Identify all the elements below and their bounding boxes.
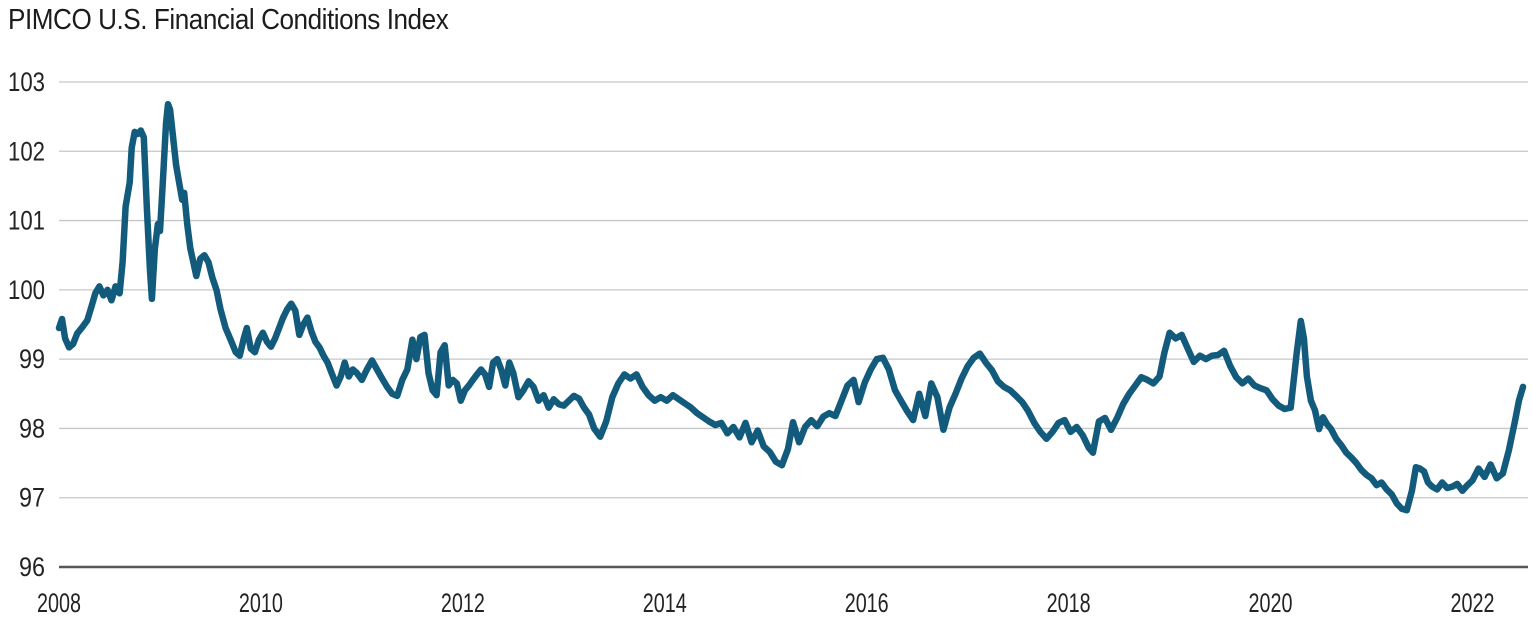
x-axis-tick-label: 2020 — [1249, 588, 1293, 618]
x-axis-tick-label: 2018 — [1047, 588, 1091, 618]
y-axis-tick-label: 101 — [8, 206, 45, 236]
fci-line-series — [55, 100, 1527, 514]
x-axis-tick-label: 2010 — [239, 588, 283, 618]
x-axis-tick-labels: 2008 2010 2012 2014 2016 2018 2020 2022 — [37, 588, 1494, 618]
x-axis-tick-label: 2016 — [845, 588, 889, 618]
y-axis-tick-labels: 96 97 98 99 100 101 102 103 — [8, 67, 45, 582]
y-axis-tick-label: 100 — [8, 275, 45, 305]
y-axis-tick-label: 103 — [8, 67, 45, 97]
fci-line — [55, 100, 1527, 514]
y-axis-tick-label: 98 — [19, 413, 45, 443]
y-axis-tick-label: 102 — [8, 136, 45, 166]
x-axis-tick-label: 2012 — [441, 588, 485, 618]
y-axis-tick-label: 99 — [19, 344, 45, 374]
chart-title: PIMCO U.S. Financial Conditions Index — [8, 4, 449, 36]
x-axis-tick-label: 2022 — [1450, 588, 1494, 618]
x-axis-tick-label: 2014 — [643, 588, 687, 618]
x-axis-tick-label: 2008 — [37, 588, 81, 618]
y-axis-tick-label: 96 — [19, 552, 45, 582]
y-axis-tick-label: 97 — [19, 483, 45, 513]
